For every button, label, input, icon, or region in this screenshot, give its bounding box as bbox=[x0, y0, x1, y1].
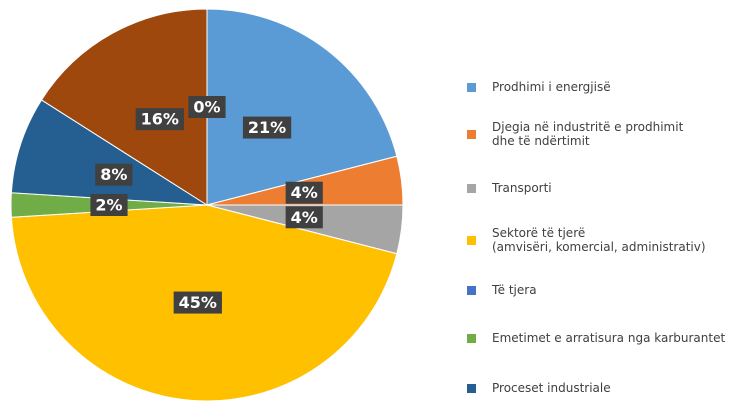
pie-slice bbox=[40, 8, 208, 206]
legend-item: Sektorë të tjerë (amvisëri, komercial, a… bbox=[467, 226, 706, 254]
data-label-box bbox=[173, 291, 222, 314]
legend-label: Emetimet e arratisura nga karburantet bbox=[492, 331, 726, 345]
data-label: 2% bbox=[95, 196, 122, 215]
legend-swatch bbox=[467, 235, 476, 245]
legend-swatch bbox=[467, 333, 476, 343]
pie: 21% 4% 4% 45% 2% 8% 16% 0% bbox=[10, 8, 404, 401]
data-label: 4% bbox=[291, 208, 318, 227]
data-label: 8% bbox=[100, 165, 127, 184]
data-label: 45% bbox=[179, 293, 217, 312]
data-label-box bbox=[285, 206, 323, 229]
data-label: 0% bbox=[193, 98, 220, 117]
legend-item: Prodhimi i energjisë bbox=[467, 80, 611, 94]
legend-item: Proceset industriale bbox=[467, 381, 611, 395]
legend-label: Transporti bbox=[492, 181, 552, 195]
legend-item: Djegia në industritë e prodhimit dhe të … bbox=[467, 120, 683, 148]
legend-label: Sektorë të tjerë (amvisëri, komercial, a… bbox=[492, 226, 706, 254]
legend-swatch bbox=[467, 383, 476, 393]
data-label-box bbox=[95, 163, 133, 186]
legend-item: Transporti bbox=[467, 181, 552, 195]
data-label-box bbox=[285, 181, 323, 204]
data-label: 16% bbox=[141, 110, 179, 129]
data-label-box bbox=[242, 116, 292, 139]
data-label-box bbox=[188, 96, 226, 118]
legend-label: Djegia në industritë e prodhimit dhe të … bbox=[492, 120, 684, 148]
legend-label: Të tjera bbox=[492, 283, 537, 297]
legend-label: Proceset industriale bbox=[492, 381, 611, 395]
legend-swatch bbox=[467, 82, 476, 92]
data-label-box bbox=[90, 194, 128, 216]
legend-swatch bbox=[467, 285, 476, 295]
legend-swatch bbox=[467, 183, 476, 193]
legend-swatch bbox=[467, 129, 476, 139]
legend-label: Prodhimi i energjisë bbox=[492, 80, 611, 94]
data-label: 21% bbox=[248, 118, 286, 137]
data-label: 4% bbox=[291, 183, 318, 202]
legend-item: Të tjera bbox=[467, 283, 537, 297]
data-label-box bbox=[135, 108, 184, 131]
pie-slice bbox=[10, 99, 208, 206]
legend-item: Emetimet e arratisura nga karburantet bbox=[467, 331, 725, 345]
pie-slice bbox=[206, 8, 398, 206]
